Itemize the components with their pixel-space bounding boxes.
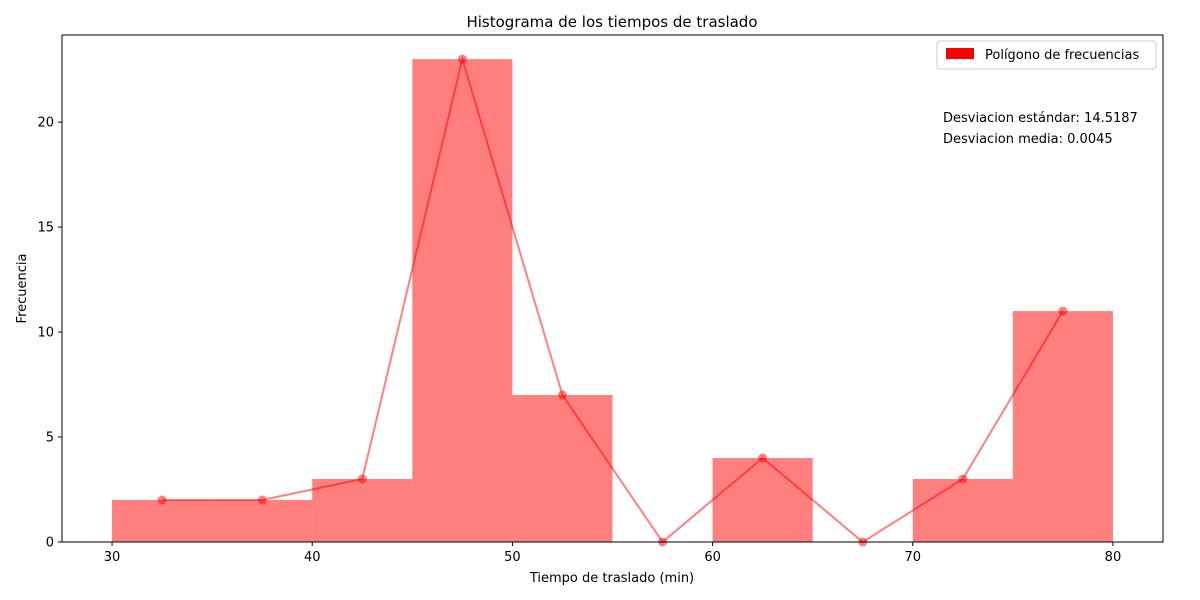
bars-layer: [112, 59, 1113, 543]
x-tick-label: 60: [704, 550, 721, 565]
histogram-bar: [912, 479, 1013, 542]
x-tick-label: 40: [304, 550, 321, 565]
y-tick-label: 5: [46, 431, 54, 446]
histogram-bar: [212, 500, 313, 542]
polygon-point: [758, 453, 768, 463]
polygon-point: [1058, 306, 1068, 316]
y-axis-ticks: 0 5 10 15 20: [37, 116, 62, 551]
histogram-bar: [112, 500, 213, 542]
x-tick-label: 70: [904, 550, 921, 565]
mean-dev-annotation: Desviacion media: 0.0045: [943, 132, 1113, 147]
legend-patch: [946, 48, 974, 59]
chart-title: Histograma de los tiempos de traslado: [466, 13, 757, 31]
y-tick-label: 10: [37, 326, 54, 341]
x-axis-ticks: 30 40 50 60 70 80: [104, 542, 1121, 565]
plot-frame: [61, 34, 1164, 543]
std-dev-annotation: Desviacion estándar: 14.5187: [943, 111, 1138, 126]
x-tick-label: 80: [1105, 550, 1122, 565]
polygon-point: [157, 495, 167, 505]
histogram-bar: [1012, 311, 1113, 542]
polygon-point: [457, 54, 467, 64]
histogram-bar: [512, 395, 613, 542]
polygon-line: [162, 55, 1064, 544]
frequency-polygon: [157, 54, 1068, 547]
x-axis-label: Tiempo de traslado (min): [529, 571, 694, 586]
x-tick-label: 50: [504, 550, 521, 565]
histogram-bar: [412, 59, 513, 543]
legend: Polígono de frecuencias: [936, 40, 1157, 70]
x-tick-label: 30: [104, 550, 121, 565]
polygon-point: [557, 390, 567, 400]
y-tick-label: 20: [37, 116, 54, 131]
legend-label: Polígono de frecuencias: [985, 48, 1139, 63]
histogram-bar: [712, 458, 813, 542]
polygon-point: [958, 474, 968, 484]
y-tick-label: 0: [46, 536, 54, 551]
histogram-bar: [312, 479, 413, 542]
legend-box: [936, 40, 1157, 70]
polygon-point: [257, 495, 267, 505]
polygon-point: [357, 474, 367, 484]
y-axis-label: Frecuencia: [15, 254, 30, 324]
y-tick-label: 15: [37, 221, 54, 236]
